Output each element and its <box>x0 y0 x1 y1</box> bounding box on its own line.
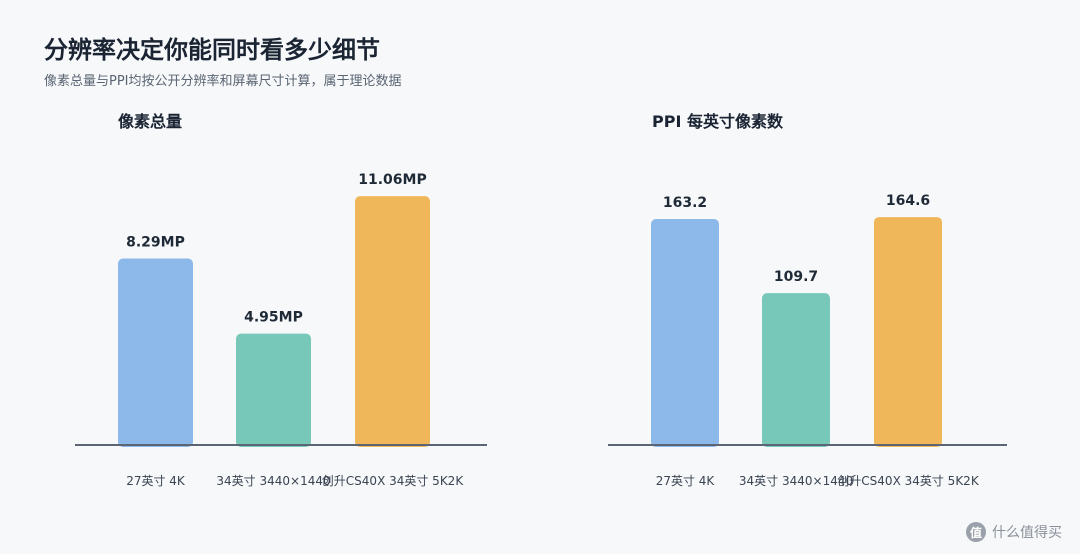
value-label-pixels-3: 11.06MP <box>358 172 426 188</box>
page-title: 分辨率决定你能同时看多少细节 <box>44 36 380 64</box>
bar-ppi-1 <box>651 219 719 447</box>
category-label-pixels-2: 34英寸 3440×1440 <box>216 474 330 488</box>
chart-title-pixels: 像素总量 <box>118 112 183 131</box>
value-label-ppi-3: 164.6 <box>886 193 930 209</box>
category-label-ppi-1: 27英寸 4K <box>656 474 716 488</box>
category-label-ppi-3: 创升CS40X 34英寸 5K2K <box>837 474 980 488</box>
page-subtitle: 像素总量与PPI均按公开分辨率和屏幕尺寸计算，属于理论数据 <box>44 74 402 89</box>
value-label-ppi-2: 109.7 <box>774 269 818 285</box>
value-label-pixels-1: 8.29MP <box>126 234 185 250</box>
bar-pixels-2 <box>236 333 311 447</box>
category-label-ppi-2: 34英寸 3440×1440 <box>739 474 853 488</box>
value-label-pixels-2: 4.95MP <box>244 310 303 326</box>
value-label-ppi-1: 163.2 <box>663 195 707 211</box>
bar-pixels-3 <box>355 196 430 447</box>
category-label-pixels-1: 27英寸 4K <box>126 474 186 488</box>
watermark-text: 什么值得买 <box>992 525 1062 541</box>
bar-ppi-2 <box>762 293 830 447</box>
watermark-logo-icon: 值 <box>966 522 986 542</box>
bar-ppi-3 <box>874 217 942 447</box>
chart-title-ppi: PPI 每英寸像素数 <box>652 112 783 131</box>
bar-pixels-1 <box>118 258 193 447</box>
watermark: 值 什么值得买 <box>966 522 1062 542</box>
category-label-pixels-3: 创升CS40X 34英寸 5K2K <box>322 474 465 488</box>
